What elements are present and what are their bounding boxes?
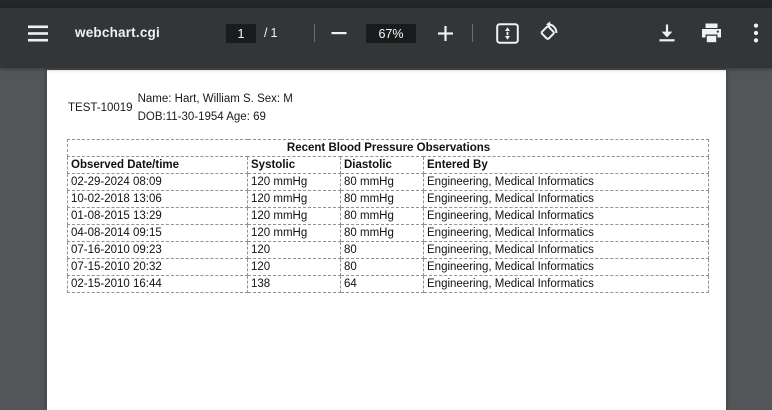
rotate-button[interactable] [538,21,562,44]
table-cell: 120 mmHg [247,173,341,191]
window-top-strip [0,0,772,8]
zoom-level-input[interactable] [366,24,416,43]
table-title-row: Recent Blood Pressure Observations [66,139,710,157]
table-cell: 02-15-2010 16:44 [67,275,248,293]
table-cell: 120 mmHg [247,207,341,225]
toolbar-divider [472,24,473,42]
column-header: Systolic [247,156,341,174]
table-cell: 80 mmHg [340,173,424,191]
download-button[interactable] [655,22,679,44]
table-cell: 80 mmHg [340,224,424,242]
patient-header: TEST-10019 Name: Hart, William S. Sex: M… [68,90,293,126]
page-total: 1 [270,26,281,40]
table-row: 02-29-2024 08:09 120 mmHg 80 mmHg Engine… [67,173,710,191]
table-cell: 10-02-2018 13:06 [67,190,248,208]
table-cell: Engineering, Medical Informatics [422,224,710,242]
table-cell: 04-08-2014 09:15 [67,224,248,242]
table-cell: Engineering, Medical Informatics [422,258,710,276]
table-cell: Engineering, Medical Informatics [422,207,710,225]
table-row: 10-02-2018 13:06 120 mmHg 80 mmHg Engine… [67,190,710,208]
table-cell: 80 mmHg [340,190,424,208]
table-cell: 138 [247,275,341,293]
table-cell: 80 mmHg [340,207,424,225]
table-cell: 120 mmHg [247,190,341,208]
table-cell: 01-08-2015 13:29 [67,207,248,225]
table-row: 07-16-2010 09:23 120 80 Engineering, Med… [67,241,710,259]
zoom-out-button[interactable] [328,23,350,43]
table-cell: 07-16-2010 09:23 [67,241,248,259]
fit-to-page-button[interactable] [495,22,519,44]
patient-dob-line: DOB:11-30-1954 Age: 69 [137,111,266,123]
table-cell: 80 [340,241,424,259]
print-button[interactable] [699,22,723,44]
plus-icon [437,25,453,41]
patient-id: TEST-10019 [68,102,133,114]
table-header-row: Observed Date/time Systolic Diastolic En… [67,156,710,174]
table-cell: 80 [340,258,424,276]
pdf-toolbar: webchart.cgi /1 [0,8,772,68]
table-cell: 64 [340,275,424,293]
table-row: 01-08-2015 13:29 120 mmHg 80 mmHg Engine… [67,207,710,225]
page-separator: / [264,26,271,40]
table-row: 04-08-2014 09:15 120 mmHg 80 mmHg Engine… [67,224,710,242]
zoom-in-button[interactable] [434,23,456,43]
table-cell: Engineering, Medical Informatics [422,275,710,293]
minus-icon [331,32,347,35]
more-options-button[interactable] [746,22,766,44]
menu-button[interactable] [26,23,50,43]
download-icon [659,24,675,42]
page-count-label: /1 [264,26,280,40]
print-icon [701,23,721,43]
hamburger-icon [28,25,48,41]
table-cell: 120 mmHg [247,224,341,242]
blood-pressure-table: Recent Blood Pressure Observations Obser… [66,139,710,293]
table-cell: 120 [247,241,341,259]
column-header: Observed Date/time [67,156,248,174]
table-row: 07-15-2010 20:32 120 80 Engineering, Med… [67,258,710,276]
patient-demographics: Name: Hart, William S. Sex: M DOB:11-30-… [138,90,293,126]
pdf-viewer-canvas[interactable]: TEST-10019 Name: Hart, William S. Sex: M… [0,68,772,410]
table-title: Recent Blood Pressure Observations [66,139,710,157]
table-cell: 120 [247,258,341,276]
table-row: 02-15-2010 16:44 138 64 Engineering, Med… [67,275,710,293]
patient-name-line: Name: Hart, William S. Sex: M [137,93,293,105]
page-number-input[interactable] [226,24,256,43]
table-cell: Engineering, Medical Informatics [422,173,710,191]
rotate-ccw-icon [540,21,558,40]
table-cell: 02-29-2024 08:09 [67,173,248,191]
pdf-page: TEST-10019 Name: Hart, William S. Sex: M… [47,70,726,410]
document-title: webchart.cgi [75,25,160,40]
table-cell: Engineering, Medical Informatics [422,241,710,259]
column-header: Entered By [422,156,710,174]
column-header: Diastolic [340,156,424,174]
three-dots-icon [753,23,759,43]
toolbar-divider [314,24,315,42]
table-cell: 07-15-2010 20:32 [67,258,248,276]
table-cell: Engineering, Medical Informatics [422,190,710,208]
fit-page-icon [495,22,519,44]
